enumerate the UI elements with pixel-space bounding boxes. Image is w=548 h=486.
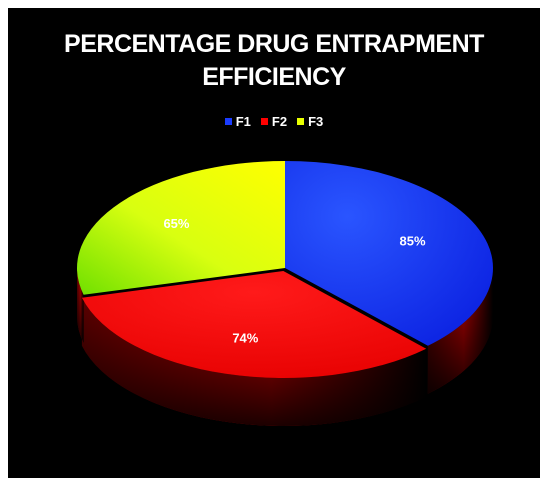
- legend-swatch-f1: [224, 118, 232, 125]
- legend-label-f1: F1: [235, 114, 251, 129]
- pie-label-group: 85% 74% 65%: [163, 216, 426, 345]
- pie-side-group: [77, 268, 493, 426]
- chart-title: PERCENTAGE DRUG ENTRAPMENT EFFICIENCY: [8, 28, 540, 94]
- pie-slice-f3: [77, 161, 285, 295]
- data-label-f3: 65%: [163, 216, 189, 231]
- legend-label-f2: F2: [271, 114, 288, 129]
- pie-top-group: [77, 161, 494, 378]
- pie-chart: 85% 74% 65%: [77, 161, 494, 426]
- pie-slice-f1: [285, 161, 494, 346]
- legend-swatch-f2: [260, 118, 268, 125]
- pie-slice-f2-side-shade: [81, 297, 427, 426]
- pie-slice-f3-side-shade: [77, 268, 84, 343]
- chart-title-line-2: EFFICIENCY: [202, 63, 346, 91]
- legend-label-f3: F3: [308, 114, 324, 129]
- legend-item-f2: F2: [260, 114, 288, 129]
- legend-swatch-f3: [297, 118, 305, 125]
- chart-title-line-1: PERCENTAGE DRUG ENTRAPMENT: [64, 30, 484, 58]
- legend-item-f3: F3: [297, 114, 323, 129]
- data-label-f2: 74%: [232, 330, 258, 345]
- legend-item-f1: F1: [224, 114, 251, 129]
- chart-area: PERCENTAGE DRUG ENTRAPMENT EFFICIENCY F1…: [8, 8, 540, 478]
- data-label-f1: 85%: [400, 233, 426, 248]
- pie-slice-f2: [81, 270, 427, 378]
- legend: F1 F2 F3: [8, 114, 540, 129]
- pie-slice-f1-side-shade: [427, 268, 493, 394]
